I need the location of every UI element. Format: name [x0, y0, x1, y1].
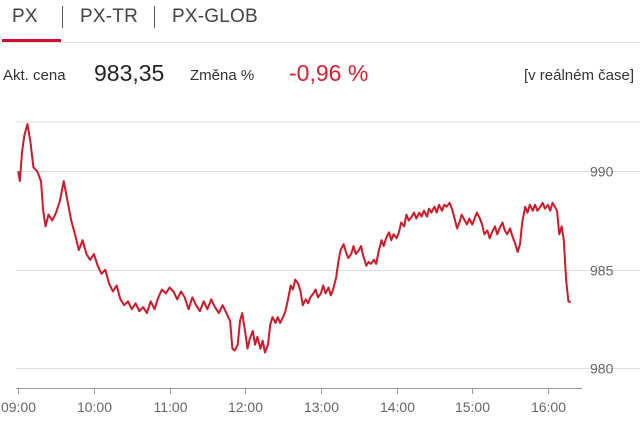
index-tabs: PX PX-TR PX-GLOB — [0, 0, 640, 43]
x-tick-label: 15:00 — [455, 399, 490, 415]
x-tick-label: 10:00 — [77, 399, 112, 415]
y-tick-label: 985 — [590, 263, 614, 279]
x-tick-label: 16:00 — [531, 399, 566, 415]
quote-bar: Akt. cena 983,35 Změna % -0,96 % [v reál… — [0, 58, 640, 92]
change-label: Změna % — [190, 67, 255, 84]
x-tick-label: 09:00 — [1, 399, 36, 415]
y-tick-label: 980 — [590, 361, 614, 377]
price-chart: 980 985 990 09:00 10:00 11:00 12:00 13:00 14:00 1… — [1, 121, 640, 416]
price-series-line — [17, 123, 572, 354]
axis-ticks: 980 985 990 09:00 10:00 11:00 12:00 13:00 14:00 1… — [1, 164, 614, 416]
x-tick-label: 11:00 — [154, 399, 188, 415]
tab-px-glob[interactable]: PX-GLOB — [172, 6, 258, 27]
price-value: 983,35 — [94, 60, 165, 86]
active-tab-indicator — [2, 39, 61, 42]
tab-px-tr[interactable]: PX-TR — [80, 6, 138, 27]
x-tick-label: 13:00 — [304, 399, 339, 415]
tab-px[interactable]: PX — [12, 6, 38, 27]
tab-separator — [154, 6, 155, 28]
x-tick-label: 12:00 — [228, 399, 263, 415]
change-value: -0,96 % — [289, 60, 369, 86]
tab-separator — [62, 6, 63, 28]
price-label: Akt. cena — [3, 67, 66, 84]
realtime-label: [v reálném čase] — [523, 67, 634, 84]
grid-lines — [16, 121, 640, 369]
x-tick-label: 14:00 — [380, 399, 415, 415]
y-tick-label: 990 — [590, 164, 614, 180]
